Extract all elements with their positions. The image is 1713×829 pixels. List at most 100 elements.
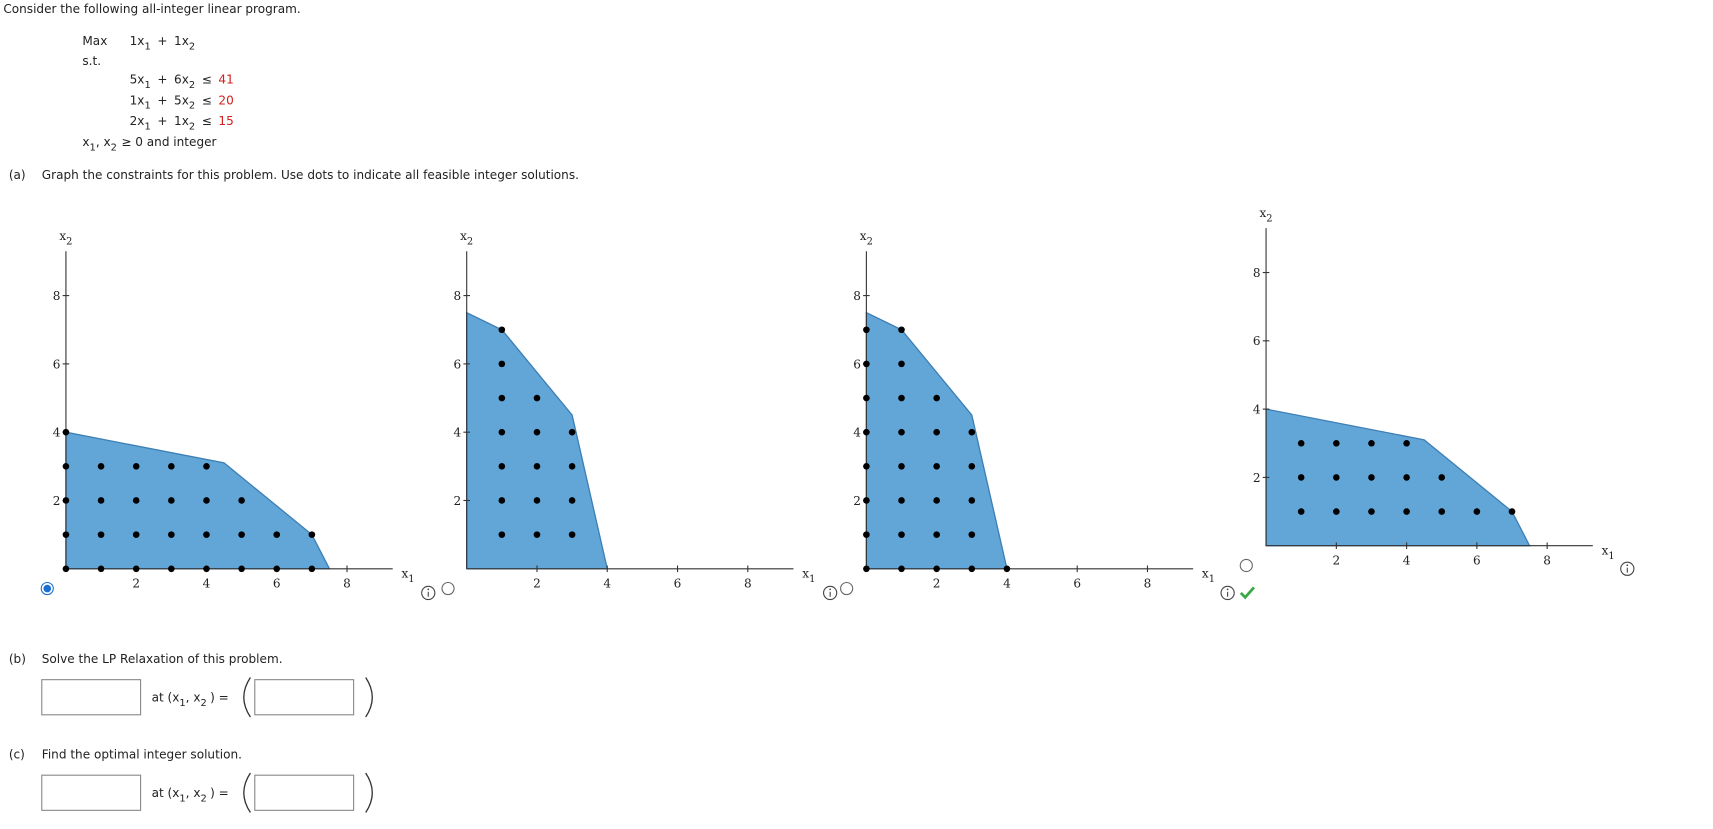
integer-point: [498, 326, 506, 334]
text-span: 1: [809, 574, 815, 585]
part-label: (b): [9, 652, 26, 666]
text-span: +: [157, 114, 167, 128]
integer-point: [533, 497, 541, 504]
text-span: 1: [144, 101, 150, 112]
y-tick-label: 8: [853, 289, 861, 303]
x-axis-label: x1: [1602, 543, 1615, 561]
y-tick-label: 2: [853, 494, 861, 508]
text-span: 2: [189, 41, 195, 52]
integer-point: [568, 428, 576, 436]
integer-point: [1297, 439, 1305, 447]
constraint: 2x1 +1x2 ≤15: [130, 114, 234, 132]
text-span: x: [460, 229, 467, 243]
y-tick-label: 8: [53, 289, 61, 303]
text-span: 1: [144, 122, 150, 133]
feasible-region: [466, 311, 609, 570]
info-icon[interactable]: [421, 585, 436, 601]
integer-point: [97, 463, 105, 470]
integer-point: [933, 565, 940, 573]
integer-point: [863, 326, 870, 334]
integer-point: [1333, 439, 1340, 447]
text-span: , x: [186, 786, 201, 800]
integer-point: [132, 497, 140, 504]
answer-radio[interactable]: [840, 581, 854, 596]
point-input[interactable]: [254, 679, 355, 716]
integer-point: [498, 497, 506, 504]
integer-point: [863, 463, 870, 470]
value-input[interactable]: [41, 679, 142, 716]
text-span: x: [59, 229, 66, 243]
integer-point: [62, 463, 70, 470]
info-icon-dot: [427, 588, 430, 591]
right-paren: [365, 677, 373, 718]
text-span: , x: [186, 691, 201, 705]
text-span: +: [157, 34, 167, 48]
text-span: x: [802, 567, 809, 581]
text-span: 15: [218, 114, 233, 128]
answer-radio[interactable]: [441, 581, 455, 596]
text-span: x: [82, 135, 89, 149]
integer-point: [62, 565, 70, 573]
point-input[interactable]: [254, 774, 355, 811]
x-tick-label: 8: [1144, 576, 1152, 590]
info-icon-dot: [1626, 564, 1629, 567]
integer-point: [308, 531, 316, 538]
text-span: 1x: [130, 93, 145, 107]
text-span: 2: [111, 142, 117, 153]
text-span: at (x: [152, 691, 180, 705]
text-span: 2: [200, 794, 206, 805]
text-span: 5x: [174, 93, 189, 107]
answer-radio-dot: [43, 584, 52, 593]
integer-point: [1403, 439, 1410, 447]
x-tick-label: 2: [1332, 553, 1340, 567]
integer-point: [863, 497, 870, 504]
st-label: s.t.: [82, 54, 101, 68]
integer-point: [498, 531, 506, 538]
integer-point: [1333, 474, 1340, 481]
integer-point: [1403, 508, 1410, 515]
integer-point: [132, 463, 140, 470]
integer-point: [97, 497, 105, 504]
integer-point: [968, 463, 976, 470]
constraint: 5x1 +6x2 ≤41: [130, 72, 234, 90]
part-text: Graph the constraints for this problem. …: [42, 168, 579, 182]
integer-point: [168, 497, 175, 504]
integer-point: [62, 428, 70, 436]
x-axis-label: x1: [401, 567, 414, 585]
info-icon[interactable]: [1220, 585, 1235, 601]
integer-point: [533, 531, 541, 538]
y-tick-label: 4: [853, 426, 861, 440]
text-span: +: [157, 93, 167, 107]
y-axis-label: x2: [1259, 206, 1272, 224]
y-tick-label: 4: [454, 426, 462, 440]
y-tick-label: 8: [1253, 266, 1261, 280]
answer-radio[interactable]: [1239, 558, 1253, 573]
integer-point: [933, 463, 940, 470]
integer-point: [132, 531, 140, 538]
x-tick-label: 6: [273, 576, 281, 590]
integer-point: [863, 394, 870, 402]
integer-point: [933, 428, 940, 436]
integer-point: [933, 394, 940, 402]
feasible-region: [1265, 408, 1531, 547]
feasible-region: [865, 311, 1008, 570]
info-icon-dot: [829, 588, 832, 591]
integer-point: [933, 531, 940, 538]
y-tick-label: 4: [53, 426, 61, 440]
x-axis-label: x1: [1202, 567, 1215, 585]
x-axis-label: x1: [802, 567, 815, 585]
info-icon[interactable]: [823, 585, 838, 601]
info-icon[interactable]: [1620, 561, 1635, 576]
text-span: 20: [218, 93, 233, 107]
text-span: 2: [200, 698, 206, 709]
text-span: 2x: [130, 114, 145, 128]
text-span: 1: [1209, 574, 1215, 585]
x-tick-label: 2: [132, 576, 140, 590]
text-span: ≥ 0 and integer: [121, 135, 216, 149]
part-text: Solve the LP Relaxation of this problem.: [42, 652, 283, 666]
value-input[interactable]: [41, 774, 142, 811]
x-tick-label: 4: [603, 576, 611, 590]
